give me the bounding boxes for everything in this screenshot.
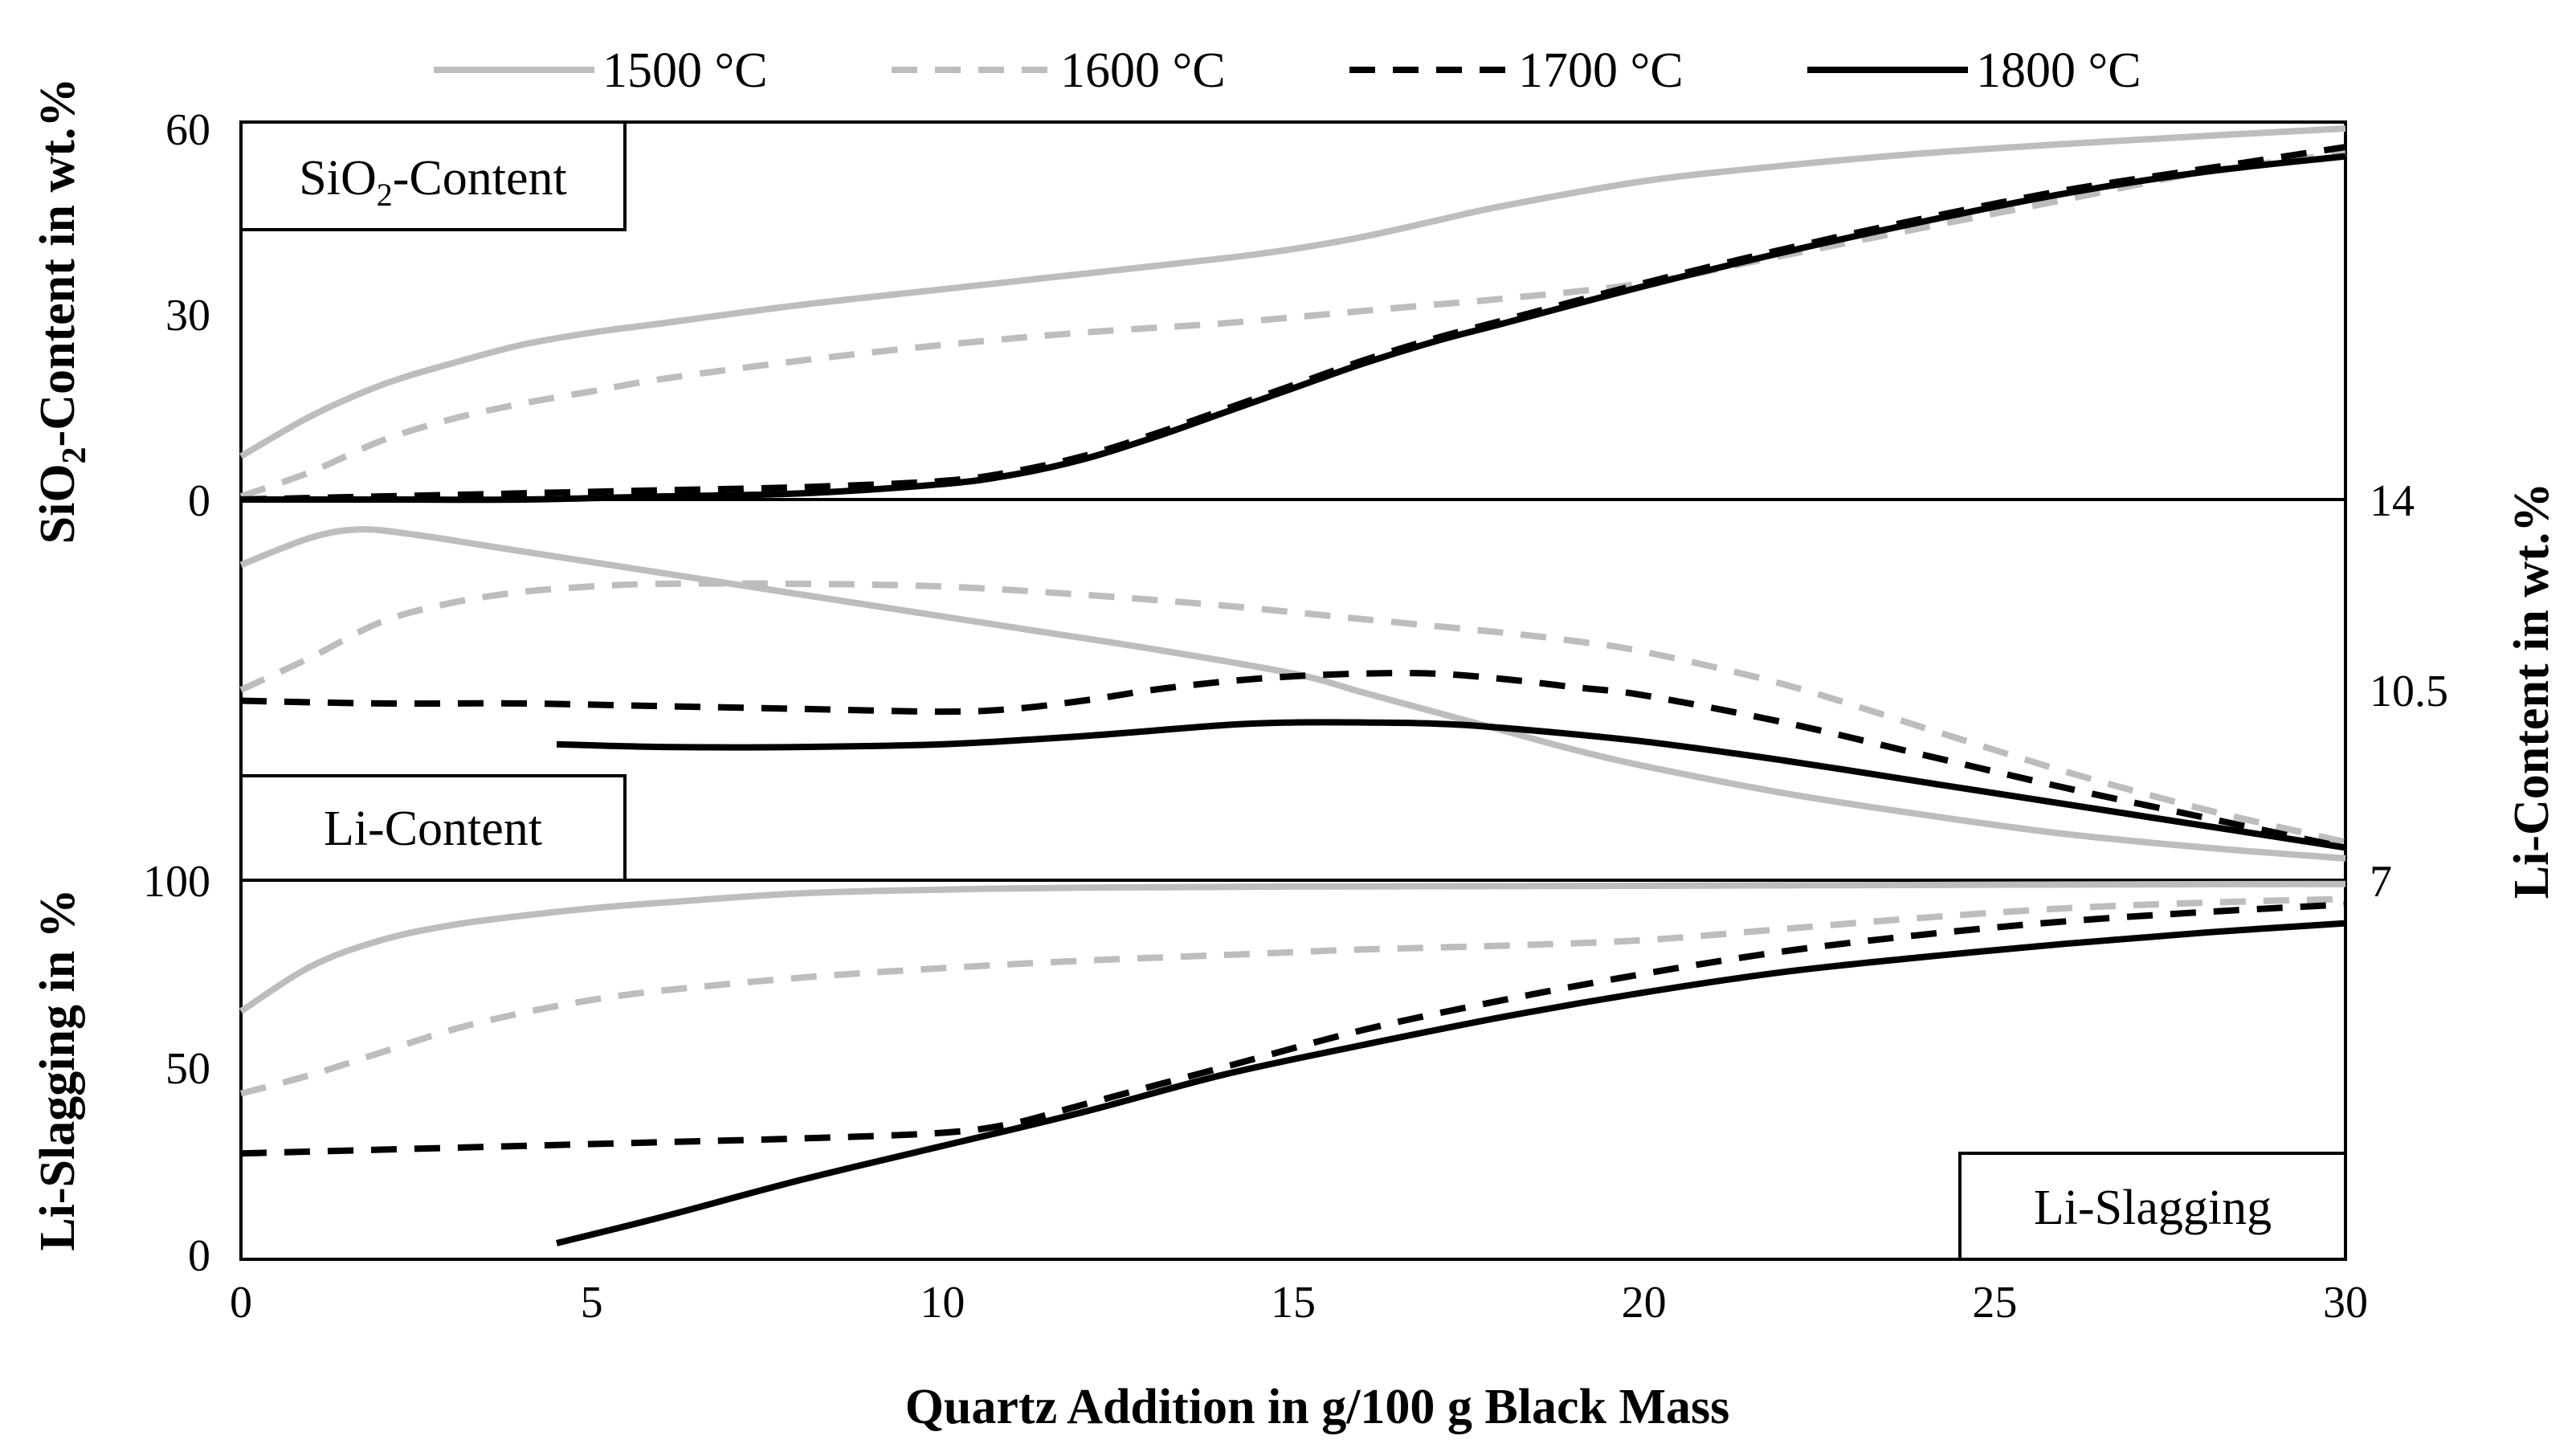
y-tick-label-slag: 0 [188, 1231, 210, 1281]
panel-label-li-box [239, 774, 627, 882]
series-line-li-1600 [239, 580, 2346, 846]
legend-label-1500: 1500 °C [602, 43, 768, 98]
y-tick-label-li: 7 [2370, 857, 2392, 907]
series-line-slag-1500 [239, 880, 2346, 1014]
series-line-li-1800 [556, 719, 2346, 851]
series-line-sio2-1600 [239, 149, 2346, 500]
y-tick-label-li: 10.5 [2370, 667, 2448, 716]
series-line-slag-1800 [556, 920, 2346, 1246]
series-line-slag-1600 [239, 895, 2346, 1097]
panel-label-sio2-box [239, 120, 627, 231]
y-axis-title-li: Li-Content in wt.% [2505, 483, 2559, 899]
panel-label-sio2: SiO2-Content [239, 120, 627, 231]
x-tick-label: 20 [1622, 1278, 1667, 1328]
legend: 1500 °C 1600 °C 1700 °C 1800 °C [434, 43, 2141, 98]
x-axis-title: Quartz Addition in g/100 g Black Mass [905, 1380, 1730, 1434]
panel-label-li: Li-Content [239, 774, 627, 882]
panel-label-slag: Li-Slagging [1958, 1152, 2347, 1261]
panel-label-sio2-tail: -Content [393, 151, 567, 206]
y-axis-title-sio2-tail: -Content in wt.% [31, 78, 85, 447]
legend-label-1800: 1800 °C [1976, 43, 2141, 98]
y-axis-title-slag: Li-Slagging in % [31, 888, 85, 1250]
series-line-slag-1700 [240, 901, 2346, 1157]
series-line-li-1700 [240, 670, 2346, 851]
y-tick-label-sio2: 30 [165, 291, 210, 341]
x-tick-label: 30 [2323, 1278, 2368, 1328]
series-layer [239, 125, 2346, 1246]
panel-label-sio2-text: SiO2-Content [299, 151, 566, 213]
x-tick-label: 25 [1972, 1278, 2017, 1328]
y-axis-title-sio2: SiO2-Content in wt.% [31, 78, 93, 545]
y-tick-label-slag: 50 [165, 1044, 210, 1094]
series-line-sio2-1800 [241, 153, 2346, 504]
y-tick-label-sio2: 0 [188, 476, 210, 526]
panel-label-li-text: Li-Content [324, 801, 542, 856]
x-tick-label: 0 [230, 1278, 252, 1328]
y-tick-label-slag: 100 [143, 857, 210, 907]
panel-label-slag-box [1958, 1152, 2347, 1261]
panel-label-sio2-sub: 2 [377, 177, 393, 213]
x-tick-label: 10 [920, 1278, 965, 1328]
y-axis-title-sio2-sub: 2 [56, 447, 93, 463]
panel-label-slag-text: Li-Slagging [2034, 1181, 2272, 1235]
panel-label-sio2-main: SiO [299, 151, 376, 206]
x-tick-label: 15 [1271, 1278, 1316, 1328]
legend-label-1600: 1600 °C [1060, 43, 1226, 98]
y-axis-title-sio2-main: SiO [31, 463, 85, 544]
x-tick-label: 5 [581, 1278, 603, 1328]
series-line-sio2-1500 [239, 125, 2346, 459]
y-tick-label-li: 14 [2370, 476, 2415, 526]
plot-frame [239, 120, 2347, 1261]
legend-label-1700: 1700 °C [1518, 43, 1684, 98]
tick-layer: 0 5 10 15 20 25 30 0 30 60 7 10.5 14 0 50 100 [143, 105, 2448, 1328]
y-tick-label-sio2: 60 [165, 105, 210, 155]
